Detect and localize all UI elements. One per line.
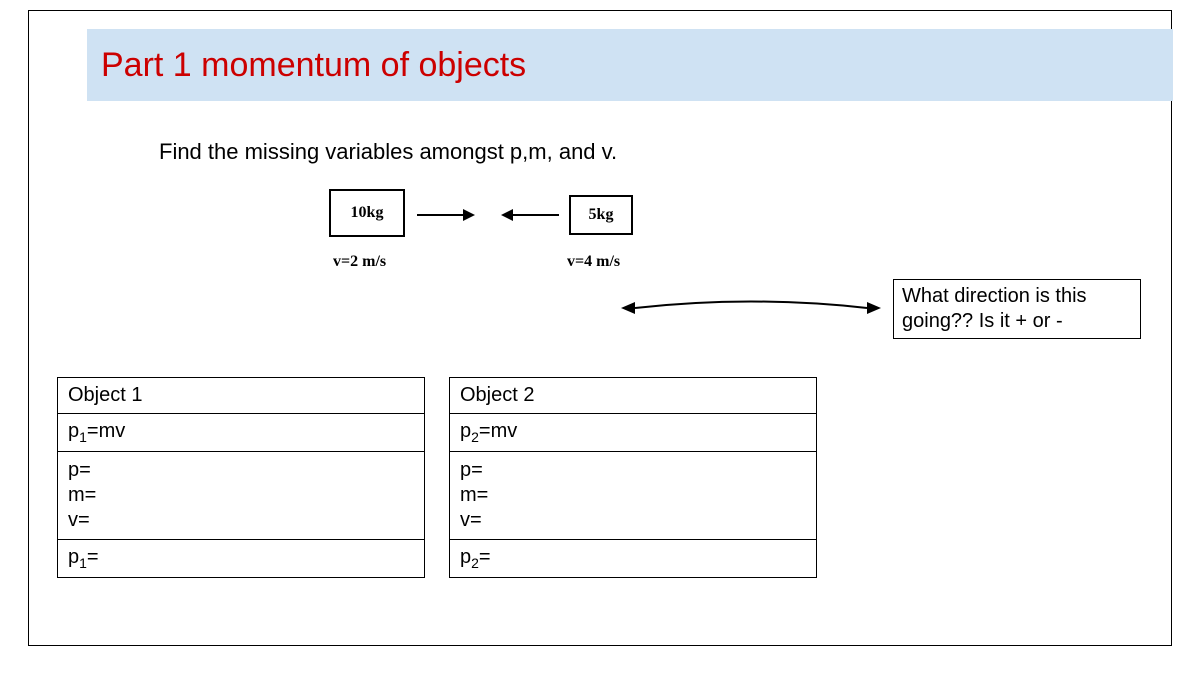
arrow-right-icon — [415, 205, 475, 225]
object2-p: p= — [460, 458, 806, 483]
object2-header: Object 2 — [450, 378, 817, 414]
double-arrow-icon — [621, 293, 881, 323]
object1-result: p1= — [58, 540, 425, 578]
object1-velocity-label: v=2 m/s — [333, 253, 386, 271]
question-box: What direction is this going?? Is it + o… — [893, 279, 1141, 339]
question-line2: going?? Is it + or - — [902, 309, 1132, 334]
object2-result: p2= — [450, 540, 817, 578]
title-bar: Part 1 momentum of objects — [87, 29, 1173, 101]
object2-m: m= — [460, 483, 806, 508]
object1-header: Object 1 — [58, 378, 425, 414]
object2-variables: p= m= v= — [450, 452, 817, 540]
instruction-text: Find the missing variables amongst p,m, … — [159, 139, 617, 165]
object1-box: 10kg — [329, 189, 405, 237]
diagram: 10kg 5kg v=2 m/s v=4 m/s — [329, 189, 689, 289]
object2-velocity-label: v=4 m/s — [567, 253, 620, 271]
object2-table: Object 2 p2=mv p= m= v= p2= — [449, 377, 817, 578]
slide-frame: Part 1 momentum of objects Find the miss… — [28, 10, 1172, 646]
arrow-left-icon — [501, 205, 561, 225]
object1-m: m= — [68, 483, 414, 508]
question-line1: What direction is this — [902, 284, 1132, 309]
object1-table: Object 1 p1=mv p= m= v= p1= — [57, 377, 425, 578]
object1-variables: p= m= v= — [58, 452, 425, 540]
object1-p: p= — [68, 458, 414, 483]
object1-formula: p1=mv — [58, 414, 425, 452]
tables-container: Object 1 p1=mv p= m= v= p1= Object 2 p2=… — [57, 377, 817, 578]
object1-v: v= — [68, 508, 414, 533]
title-text: Part 1 momentum of objects — [101, 46, 526, 85]
object2-formula: p2=mv — [450, 414, 817, 452]
object2-v: v= — [460, 508, 806, 533]
object2-box: 5kg — [569, 195, 633, 235]
